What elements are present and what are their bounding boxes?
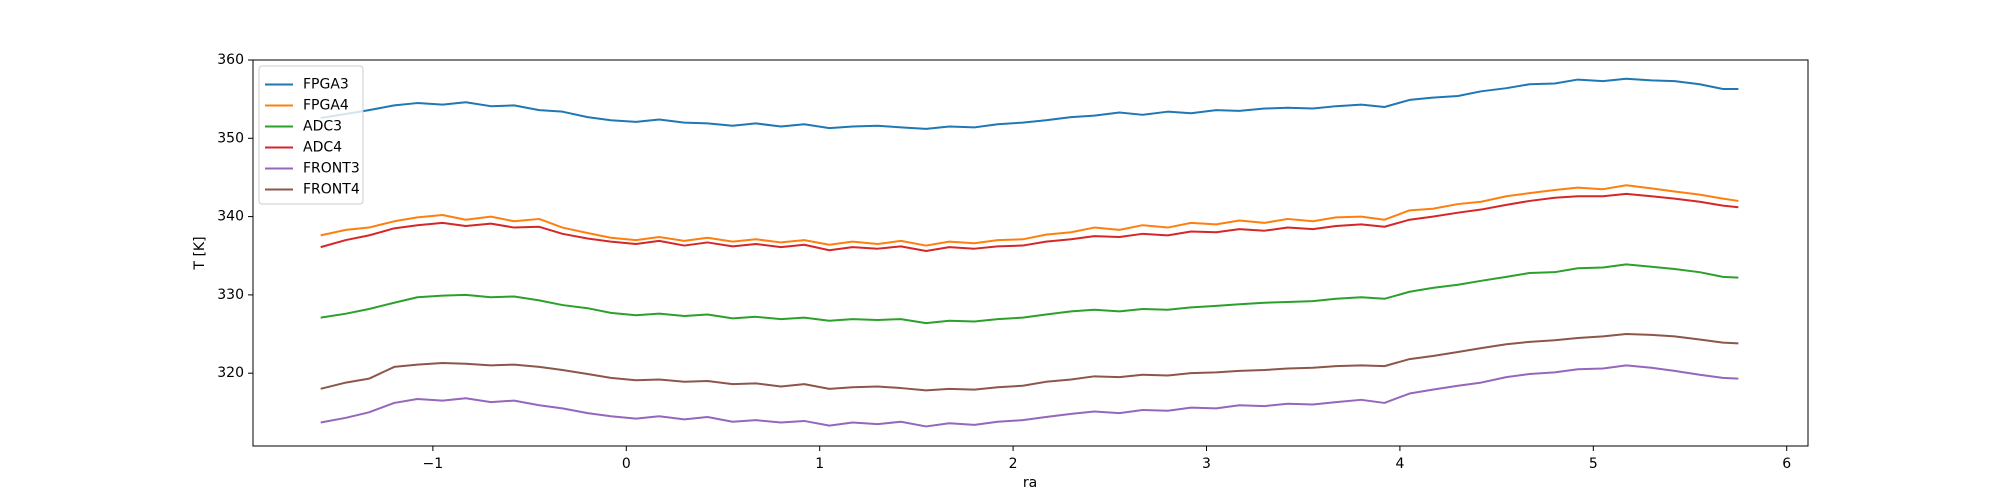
y-tick-label: 320 bbox=[217, 365, 244, 381]
y-axis-label: T [K] bbox=[192, 236, 208, 270]
y-tick-label: 350 bbox=[217, 130, 244, 146]
line-series bbox=[320, 184, 1739, 247]
legend-label: FRONT4 bbox=[303, 182, 360, 198]
y-tick-label: 360 bbox=[217, 52, 244, 68]
legend-label: FPGA4 bbox=[303, 98, 349, 114]
legend-label: ADC3 bbox=[303, 119, 342, 135]
line-series bbox=[320, 364, 1739, 428]
x-tick-label: 1 bbox=[815, 456, 824, 472]
x-tick-label: 0 bbox=[622, 456, 631, 472]
line-series bbox=[320, 192, 1739, 253]
plot-frame bbox=[252, 59, 1809, 447]
legend-label: FRONT3 bbox=[303, 161, 360, 177]
x-axis-label: ra bbox=[1023, 475, 1037, 491]
x-tick-label: 4 bbox=[1395, 456, 1404, 472]
x-tick-label: 2 bbox=[1009, 456, 1018, 472]
line-series bbox=[320, 333, 1739, 392]
line-series bbox=[320, 263, 1739, 325]
x-tick-label: −1 bbox=[423, 456, 444, 472]
x-tick-label: 5 bbox=[1589, 456, 1598, 472]
y-tick-label: 330 bbox=[217, 287, 244, 303]
x-tick-label: 3 bbox=[1202, 456, 1211, 472]
legend-label: ADC4 bbox=[303, 140, 342, 156]
legend-label: FPGA3 bbox=[303, 77, 349, 93]
y-tick-label: 340 bbox=[217, 209, 244, 225]
x-tick-label: 6 bbox=[1782, 456, 1791, 472]
line-series bbox=[320, 77, 1739, 130]
